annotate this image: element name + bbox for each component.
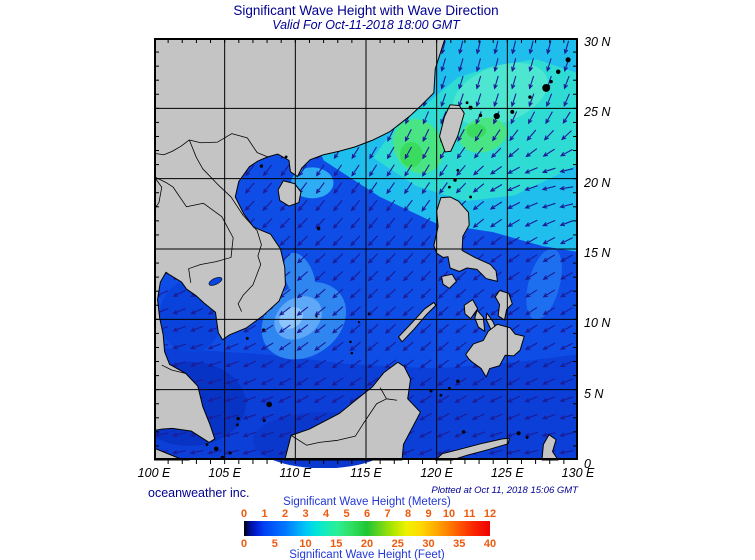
lon-tick-label: 100 E (137, 466, 171, 480)
colorbar-tick-value: 20 (360, 538, 374, 550)
land-asia-mainland (154, 38, 446, 443)
lat-tick-label: 20 N (584, 175, 611, 190)
colorbar-feet-ticks: 0 5 10 15 20 25 30 35 40 (240, 538, 496, 550)
colorbar-tick-value: 35 (453, 538, 466, 550)
land-halmahera (541, 434, 559, 461)
country-borders-layer (154, 133, 398, 446)
land-luzon (433, 196, 498, 282)
valid-time-subtitle: Valid For Oct-11-2018 18:00 GMT (272, 18, 460, 32)
lon-tick-label: 120 E (420, 466, 453, 480)
lon-tick-label: 125 E (490, 466, 524, 480)
oceanweather-credit: oceanweather inc. (148, 486, 250, 500)
colorbar-tick-value: 10 (299, 538, 312, 550)
lat-tick-label: 5 N (584, 386, 604, 401)
colorbar-tick-value: 15 (330, 538, 343, 550)
colorbar-tick-value: 9 (425, 508, 432, 520)
colorbar-gradient (244, 521, 490, 536)
lon-tick-label: 115 E (350, 466, 382, 480)
colorbar-tick-value: 5 (271, 538, 278, 550)
lat-tick-label: 25 N (584, 105, 611, 120)
land-sulawesi (434, 437, 510, 461)
colorbar-tick-value: 2 (281, 508, 289, 520)
plotted-timestamp: Plotted at Oct 11, 2018 15:06 GMT (431, 485, 578, 496)
lon-tick-label: 110 E (279, 466, 312, 480)
land-layer (154, 38, 559, 461)
longitude-axis-labels: 100 E 105 E 110 E 115 E 120 E 125 E 130 E (138, 466, 595, 484)
land-panay (463, 299, 479, 320)
colorbar-feet-label: Significant Wave Height (Feet) (289, 549, 445, 560)
land-mindoro (441, 273, 457, 289)
colorbar-tick-value: 7 (384, 508, 391, 520)
latitude-axis-labels: 0 5 N 10 N 15 N 20 N 25 N 30 N (584, 35, 644, 471)
colorbar-tick-value: 3 (302, 508, 309, 520)
land-taiwan (438, 104, 465, 153)
land-samar-leyte (494, 290, 513, 321)
lat-tick-label: 10 N (584, 316, 611, 331)
colorbar-tick-value: 5 (343, 508, 350, 520)
land-mindanao (465, 323, 525, 378)
land-borneo (284, 361, 421, 461)
small-islands-layer (205, 57, 571, 460)
colorbar-tick-value: 25 (391, 538, 404, 550)
colorbar-tick-value: 6 (363, 508, 371, 520)
colorbar-tick-value: 12 (483, 508, 497, 520)
colorbar-tick-value: 10 (442, 508, 456, 520)
lat-tick-label: 15 N (584, 246, 611, 260)
colorbar-tick-value: 8 (404, 508, 412, 520)
page-title: Significant Wave Height with Wave Direct… (233, 3, 499, 18)
latlon-gridlines (154, 38, 578, 460)
colorbar-tick-value: 30 (422, 538, 435, 550)
lat-tick-label: 30 N (584, 35, 611, 49)
colorbar-tick-value: 11 (463, 508, 476, 520)
lake-tonle-sap (208, 276, 223, 286)
colorbar-tick-value: 0 (240, 508, 248, 520)
colorbar-tick-value: 40 (483, 538, 497, 550)
lat-tick-label: 0 (584, 457, 591, 471)
land-negros (474, 309, 486, 332)
wave-map (154, 38, 578, 468)
colorbar-tick-value: 1 (261, 508, 268, 520)
colorbar-tick-value: 0 (240, 538, 248, 550)
colorbar-meters-ticks: 0 1 2 3 4 5 6 7 8 9 10 11 12 (240, 508, 496, 520)
colorbar-tick-value: 4 (322, 508, 330, 520)
lon-tick-label: 130 E (561, 466, 595, 480)
lon-tick-label: 105 E (208, 466, 241, 480)
map-frame (154, 38, 578, 460)
colorbar-meters-label: Significant Wave Height (Meters) (283, 496, 451, 508)
land-palawan (398, 301, 437, 343)
